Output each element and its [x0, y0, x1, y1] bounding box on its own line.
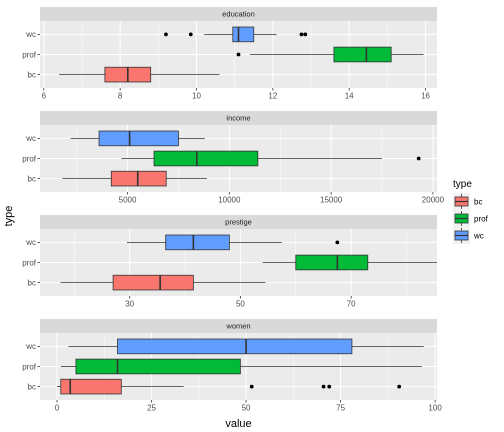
outlier-point [327, 384, 332, 389]
x-tick-label: 6 [42, 92, 47, 101]
outlier-point [335, 240, 340, 245]
panel-income: income wc prof bc 5000 10000 15000 20000 [22, 111, 445, 205]
y-tick-label: wc [25, 30, 36, 39]
legend-label-bc: bc [474, 198, 482, 207]
outlier-point [236, 52, 241, 57]
y-tick-label: bc [28, 70, 36, 79]
box-bc [60, 274, 266, 291]
x-tick-label: 5000 [119, 196, 137, 205]
x-tick-label: 75 [336, 404, 345, 413]
y-tick-label: prof [22, 50, 37, 59]
box-iqr [165, 234, 230, 251]
box-wc [126, 234, 340, 251]
box-iqr [333, 46, 392, 63]
x-tick-label: 50 [236, 300, 245, 309]
box-prof [262, 254, 437, 271]
panel-strip [40, 7, 437, 21]
legend-title: type [453, 179, 472, 190]
box-iqr [60, 378, 122, 395]
outlier-point [303, 32, 308, 37]
box-iqr [98, 130, 179, 147]
legend-label-wc: wc [473, 232, 484, 241]
outlier-point [249, 384, 254, 389]
outlier-point [416, 156, 421, 161]
panel-strip-label: prestige [225, 218, 252, 227]
x-axis-title: value [225, 418, 251, 430]
outlier-point [321, 384, 326, 389]
y-axis-title: type [3, 206, 15, 227]
panel-strip [40, 215, 437, 229]
box-prof [60, 358, 422, 375]
x-tick-label: 100 [428, 404, 442, 413]
y-tick-label: prof [22, 258, 37, 267]
y-tick-label: wc [25, 342, 36, 351]
outlier-point [299, 32, 304, 37]
y-tick-label: bc [28, 278, 36, 287]
panel-strip-label: women [225, 322, 250, 331]
y-tick-label: prof [22, 154, 37, 163]
x-tick-label: 12 [268, 92, 277, 101]
box-iqr [153, 150, 259, 167]
panel-education: education wc prof bc 6 8 10 12 14 16 [22, 7, 437, 101]
x-tick-label: 25 [147, 404, 156, 413]
panel-strip [40, 111, 437, 125]
box-iqr [232, 26, 255, 43]
panel-strip-label: income [226, 114, 250, 123]
box-bc [59, 66, 220, 83]
x-tick-label: 10 [192, 92, 201, 101]
outlier-point [164, 32, 168, 37]
box-iqr [117, 338, 353, 355]
box-iqr [112, 274, 194, 291]
box-wc [164, 26, 308, 43]
y-tick-label: wc [25, 238, 36, 247]
x-tick-label: 50 [242, 404, 251, 413]
y-tick-label: prof [22, 362, 37, 371]
x-tick-label: 20000 [422, 196, 445, 205]
x-tick-label: 8 [118, 92, 123, 101]
y-tick-label: wc [25, 134, 36, 143]
box-iqr [110, 170, 167, 187]
panel-strip-label: education [222, 10, 255, 19]
box-prof [121, 150, 421, 167]
outlier-point [188, 32, 193, 37]
x-tick-label: 0 [55, 404, 60, 413]
box-wc [68, 338, 424, 355]
x-tick-label: 14 [345, 92, 354, 101]
panels: education wc prof bc 6 8 10 12 14 16 income wc prof b… [22, 7, 445, 413]
box-wc [70, 130, 205, 147]
panel-strip [40, 319, 437, 333]
x-tick-label: 10000 [218, 196, 241, 205]
box-iqr [295, 254, 369, 271]
panel-prestige: prestige wc prof bc 30 50 70 [22, 215, 437, 309]
legend-label-prof: prof [474, 215, 489, 224]
legend: type bc prof wc [453, 179, 489, 244]
x-tick-label: 70 [347, 300, 356, 309]
y-tick-label: bc [28, 382, 36, 391]
x-tick-label: 15000 [320, 196, 343, 205]
x-tick-label: 16 [421, 92, 430, 101]
x-tick-label: 30 [125, 300, 134, 309]
box-prof [236, 46, 424, 63]
box-bc [57, 378, 402, 395]
box-iqr [75, 358, 241, 375]
panel-women: women wc prof bc 0 25 50 75 100 [22, 319, 442, 413]
box-bc [62, 170, 207, 187]
outlier-point [397, 384, 402, 389]
y-tick-label: bc [28, 174, 36, 183]
